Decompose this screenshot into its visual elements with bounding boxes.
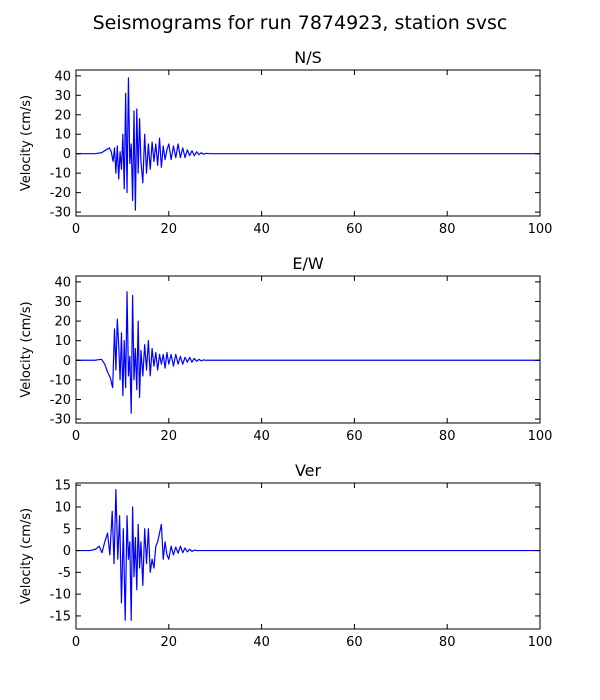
- x-tick-label: 80: [439, 635, 456, 650]
- x-tick-label: 100: [528, 222, 553, 237]
- y-axis-label-ver: Velocity (cm/s): [19, 508, 34, 604]
- panel-ns: N/S 0 20 40 60 80 100 -30 -20 -10 0 10 20 30 40 Velocit…: [19, 48, 552, 237]
- panel-title-ns: N/S: [294, 48, 322, 67]
- panel-ver: Ver 0 20 40 60 80 100 -15 -10 -5 0 5 10 15 Velocity (c…: [19, 461, 552, 650]
- series-line-ew: [76, 291, 540, 414]
- x-tick-label: 80: [439, 429, 456, 444]
- y-tick-label: 20: [54, 108, 71, 123]
- y-tick-label: -5: [58, 566, 71, 581]
- y-tick-label: -30: [50, 206, 71, 221]
- x-tick-label: 60: [346, 222, 363, 237]
- x-tick-label: 20: [161, 429, 178, 444]
- x-tick-label: 80: [439, 222, 456, 237]
- y-tick-label: -10: [50, 167, 71, 182]
- axes-frame-ver: [75, 482, 541, 630]
- panel-title-ew: E/W: [292, 254, 324, 273]
- y-tick-label: 10: [54, 500, 71, 515]
- y-tick-label: -20: [50, 393, 71, 408]
- x-tick-label: 60: [346, 635, 363, 650]
- y-tick-label: -10: [50, 588, 71, 603]
- y-tick-label: -30: [50, 413, 71, 428]
- x-tick-label: 20: [161, 635, 178, 650]
- y-tick-label: 40: [54, 275, 71, 290]
- y-tick-label: 0: [63, 354, 71, 369]
- y-tick-label: 0: [63, 147, 71, 162]
- y-tick-label: 10: [54, 128, 71, 143]
- x-tick-label: 40: [253, 429, 270, 444]
- axes-frame-ew: [75, 275, 541, 424]
- x-tick-label: 60: [346, 429, 363, 444]
- y-tick-label: 30: [54, 89, 71, 104]
- y-tick-label: -15: [50, 609, 71, 624]
- y-tick-label: -20: [50, 186, 71, 201]
- x-tick-label: 100: [528, 635, 553, 650]
- y-tick-label: 40: [54, 69, 71, 84]
- y-tick-label: 30: [54, 295, 71, 310]
- panel-title-ver: Ver: [295, 461, 322, 480]
- y-tick-label: -10: [50, 373, 71, 388]
- figure-title: Seismograms for run 7874923, station svs…: [93, 12, 508, 34]
- x-tick-label: 0: [72, 429, 80, 444]
- y-tick-label: 20: [54, 315, 71, 330]
- x-tick-label: 0: [72, 635, 80, 650]
- y-tick-label: 10: [54, 334, 71, 349]
- y-axis-label-ns: Velocity (cm/s): [19, 95, 34, 191]
- x-tick-label: 20: [161, 222, 178, 237]
- x-tick-label: 0: [72, 222, 80, 237]
- series-line-ns: [76, 77, 540, 211]
- series-line-ver: [76, 488, 540, 621]
- x-tick-label: 100: [528, 429, 553, 444]
- y-axis-label-ew: Velocity (cm/s): [19, 301, 34, 397]
- x-tick-label: 40: [253, 635, 270, 650]
- panel-ew: E/W 0 20 40 60 80 100 -30 -20 -10 0 10 20 30 40 Velocit…: [19, 254, 552, 444]
- y-tick-label: 5: [63, 522, 71, 537]
- axes-frame-ns: [75, 69, 541, 217]
- x-tick-label: 40: [253, 222, 270, 237]
- y-tick-label: 15: [54, 479, 71, 494]
- y-tick-label: 0: [63, 544, 71, 559]
